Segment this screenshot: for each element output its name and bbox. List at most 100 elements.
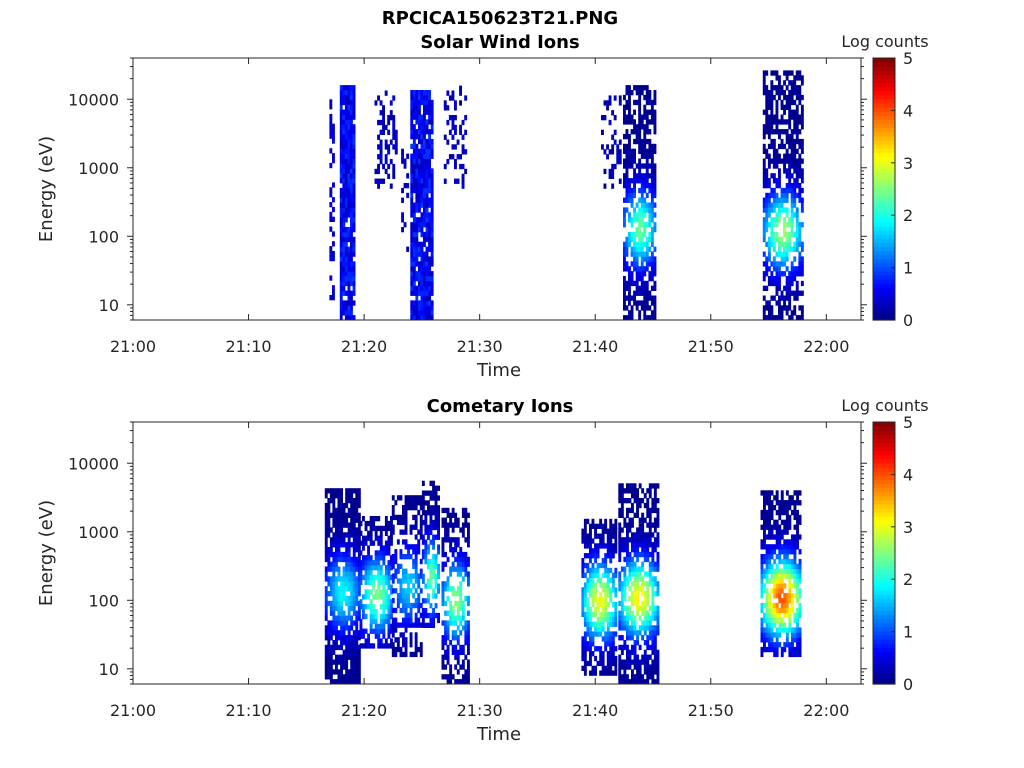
heatmap-cell — [430, 168, 434, 174]
heatmap-cell — [342, 659, 346, 665]
heatmap-cell — [419, 612, 423, 618]
heatmap-cell — [778, 539, 782, 545]
heatmap-cell — [369, 530, 373, 536]
heatmap-cell — [623, 246, 626, 252]
heatmap-cell — [418, 178, 421, 184]
heatmap-cell — [339, 163, 343, 169]
heatmap-cell — [467, 522, 470, 528]
heatmap-cell — [399, 554, 403, 560]
heatmap-cell — [633, 566, 637, 572]
heatmap-cell — [347, 280, 351, 287]
heatmap-cell — [656, 664, 660, 670]
colorbar-swatch — [873, 581, 895, 587]
heatmap-cell — [793, 276, 797, 282]
heatmap-cell — [772, 256, 776, 262]
heatmap-cell — [796, 622, 799, 628]
heatmap-cell — [618, 674, 622, 680]
heatmap-cell — [581, 538, 585, 544]
heatmap-cell — [793, 212, 797, 218]
heatmap-cell — [404, 573, 408, 579]
heatmap-cell — [623, 315, 626, 321]
heatmap-cell — [648, 305, 652, 311]
heatmap-cell — [778, 617, 782, 623]
heatmap-cell — [335, 527, 338, 533]
heatmap-cell — [432, 510, 435, 516]
heatmap-cell — [344, 266, 348, 272]
heatmap-cell — [765, 90, 769, 96]
heatmap-cell — [763, 554, 766, 560]
heatmap-cell — [765, 222, 769, 228]
heatmap-cell — [800, 222, 804, 228]
heatmap-cell — [606, 602, 610, 608]
heatmap-cell — [347, 669, 351, 675]
heatmap-cell — [606, 154, 609, 160]
heatmap-cell — [800, 202, 804, 208]
heatmap-cell — [770, 241, 774, 247]
heatmap-cell — [459, 586, 463, 592]
heatmap-cell — [329, 493, 333, 499]
heatmap-cell — [390, 623, 393, 629]
heatmap-cell — [765, 524, 769, 530]
heatmap-cell — [428, 119, 431, 125]
heatmap-cell — [788, 124, 792, 130]
heatmap-cell — [412, 173, 416, 179]
heatmap-cell — [614, 670, 618, 676]
heatmap-cell — [785, 129, 789, 135]
heatmap-cell — [633, 542, 637, 548]
heatmap-cell — [638, 168, 642, 174]
heatmap-cell — [423, 163, 426, 169]
heatmap-cell — [640, 119, 644, 125]
heatmap-cell — [608, 95, 612, 101]
heatmap-cell — [430, 285, 434, 291]
heatmap-cell — [783, 217, 786, 223]
heatmap-cell — [604, 631, 608, 637]
heatmap-cell — [775, 75, 779, 81]
heatmap-cell — [785, 593, 789, 599]
heatmap-cell — [770, 549, 774, 555]
heatmap-cell — [332, 206, 335, 213]
heatmap-cell — [765, 104, 769, 110]
colorbar-swatch — [873, 229, 895, 235]
heatmap-cell — [643, 94, 647, 101]
heatmap-cell — [795, 124, 799, 130]
heatmap-cell — [412, 514, 416, 521]
heatmap-cell — [625, 153, 629, 159]
heatmap-cell — [765, 607, 769, 614]
heatmap-cell — [785, 138, 789, 145]
heatmap-cell — [767, 124, 771, 130]
heatmap-cell — [464, 595, 468, 602]
heatmap-cell — [362, 628, 365, 634]
heatmap-cell — [402, 505, 405, 511]
heatmap-cell — [367, 520, 370, 527]
heatmap-cell — [628, 679, 632, 685]
heatmap-cell — [618, 644, 622, 651]
heatmap-cell — [362, 574, 365, 581]
heatmap-cell — [327, 522, 331, 528]
heatmap-cell — [613, 129, 617, 135]
colorbar-swatch — [873, 152, 895, 157]
heatmap-cell — [461, 610, 465, 616]
heatmap-cell — [646, 640, 650, 646]
heatmap-cell — [432, 495, 435, 501]
heatmap-cell — [345, 595, 349, 602]
heatmap-cell — [651, 630, 655, 636]
heatmap-cell — [613, 115, 617, 121]
heatmap-cell — [635, 261, 639, 267]
heatmap-cell — [345, 502, 349, 509]
heatmap-cell — [625, 285, 629, 291]
heatmap-cell — [626, 605, 629, 611]
heatmap-cell — [793, 148, 797, 154]
heatmap-cell — [423, 276, 426, 282]
heatmap-cell — [770, 602, 774, 609]
heatmap-cell — [770, 202, 774, 208]
heatmap-cell — [350, 138, 353, 145]
heatmap-cell — [461, 551, 465, 558]
heatmap-cell — [760, 573, 764, 579]
heatmap-cell — [382, 643, 386, 649]
heatmap-cell — [768, 568, 771, 574]
heatmap-cell — [790, 109, 794, 115]
heatmap-cell — [643, 610, 647, 616]
heatmap-cell — [379, 535, 383, 541]
heatmap-cell — [631, 679, 634, 685]
heatmap-cell — [630, 246, 634, 252]
